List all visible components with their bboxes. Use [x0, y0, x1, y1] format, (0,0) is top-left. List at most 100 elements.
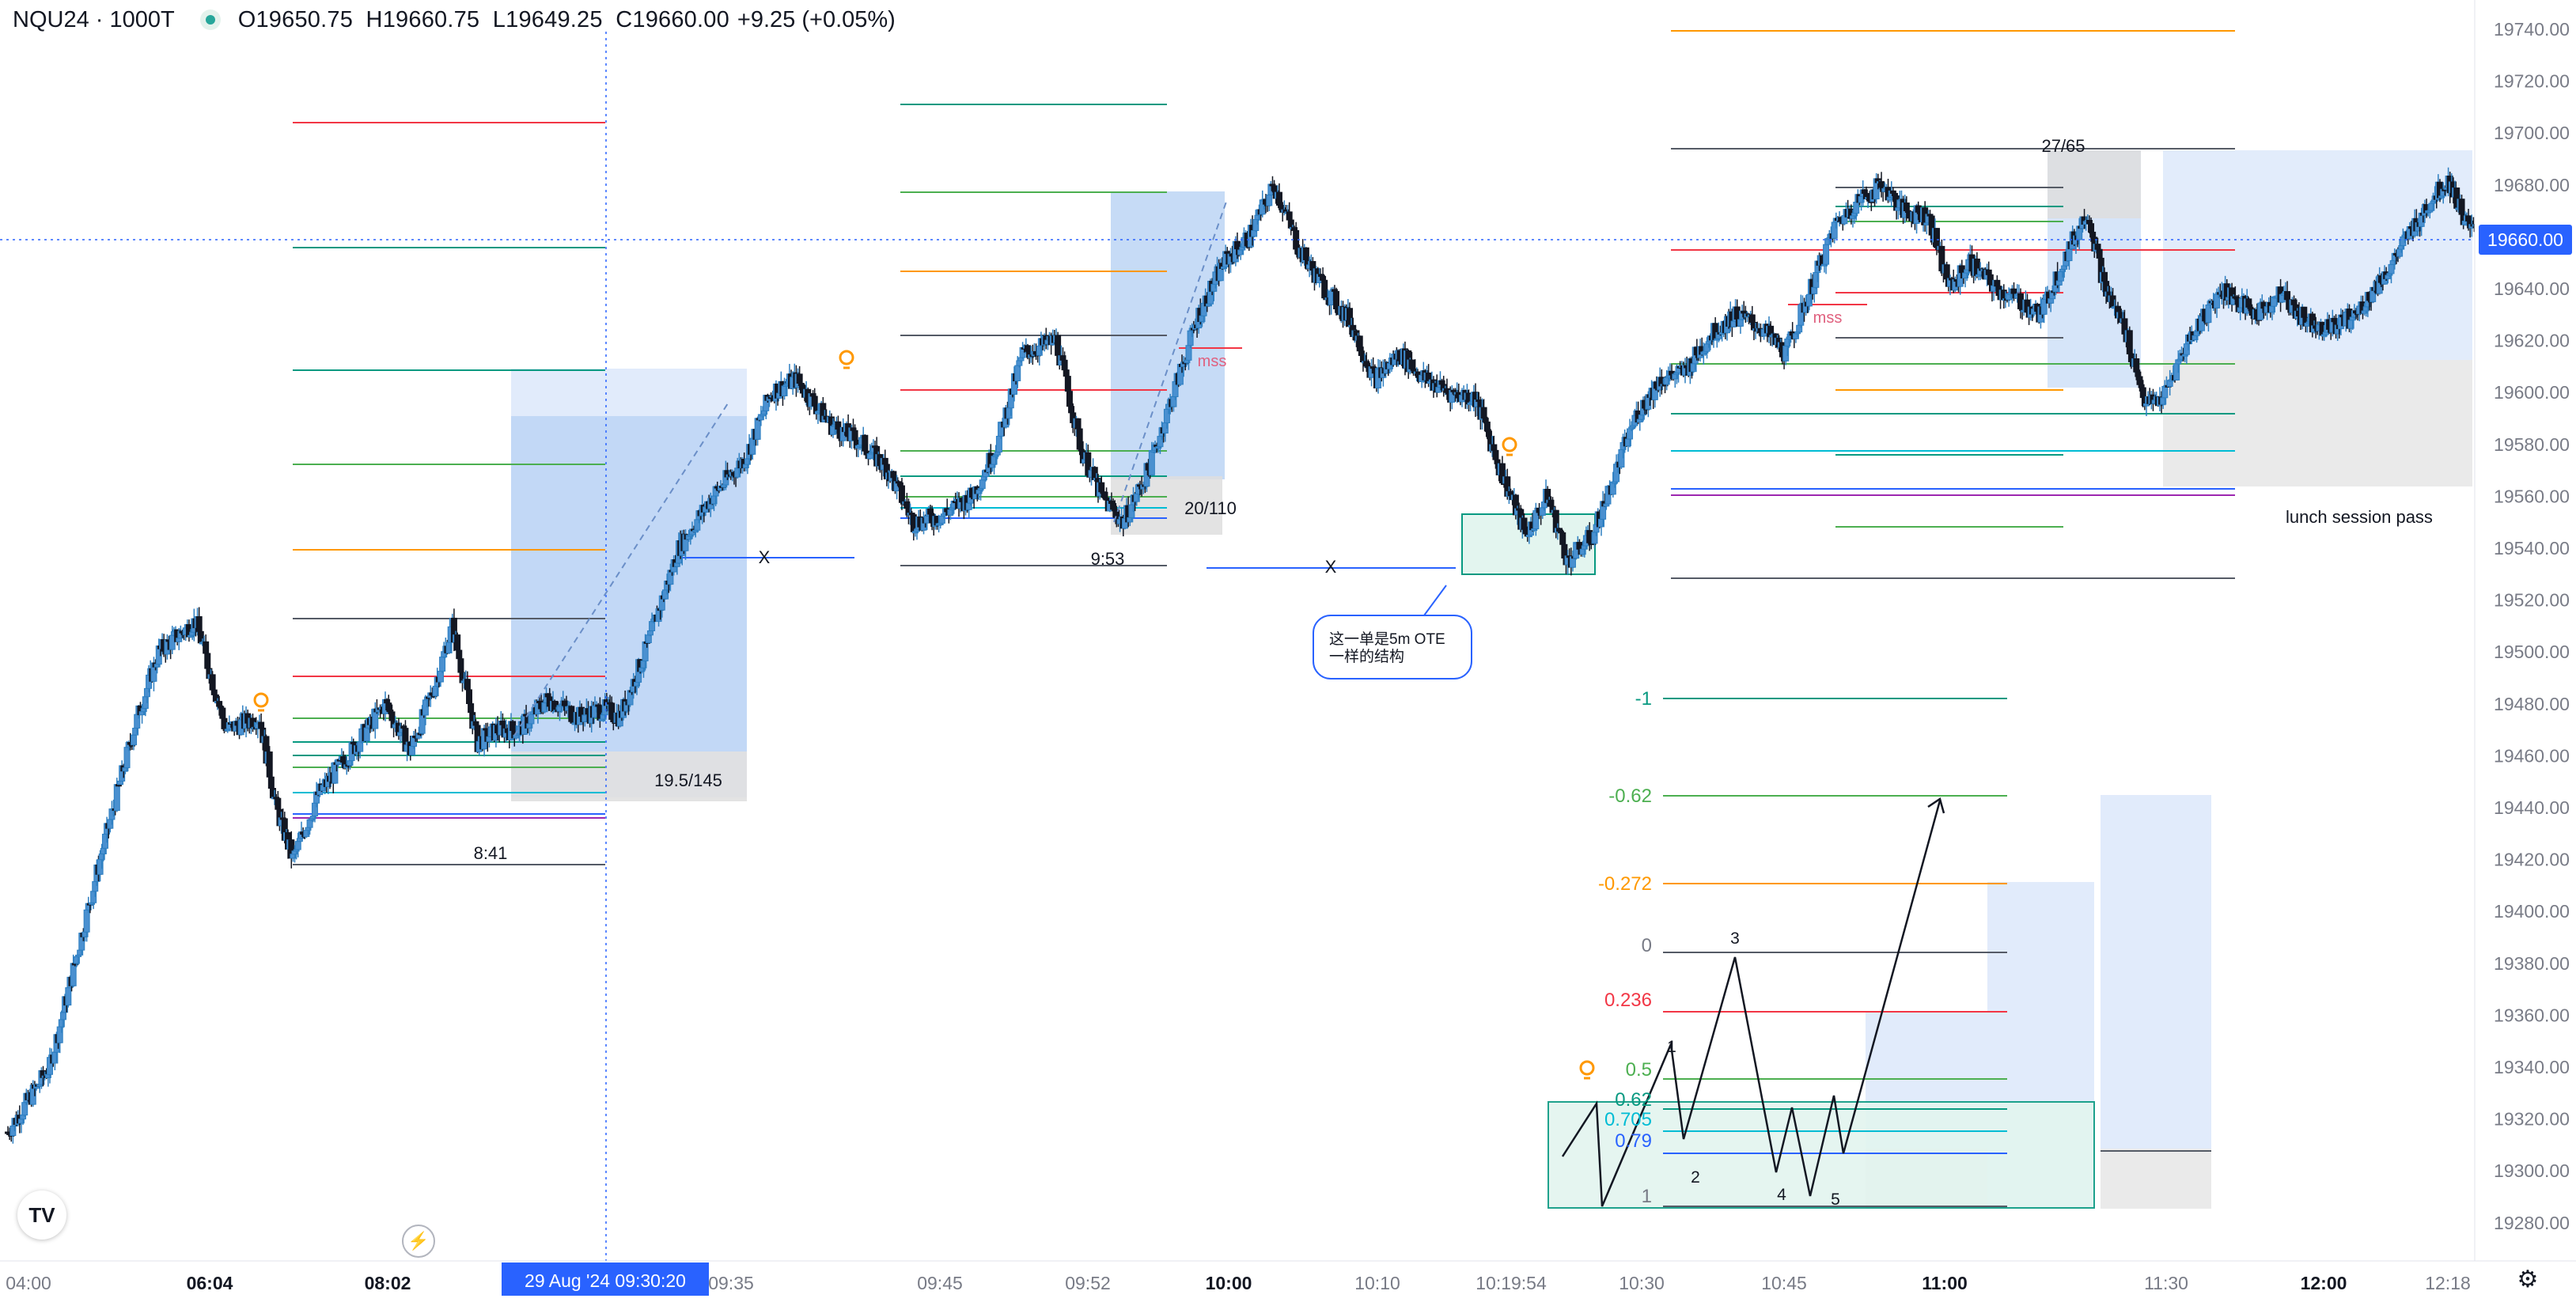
- high-label: H: [366, 6, 383, 32]
- label-x-2: X: [1325, 557, 1337, 577]
- fib-label: 0.236: [1604, 990, 1652, 1011]
- grey-zone-3: [2048, 150, 2141, 218]
- lightning-icon[interactable]: ⚡: [402, 1225, 435, 1258]
- high-value: 19660.75: [382, 6, 480, 32]
- price-tick: 19720.00: [2494, 71, 2570, 92]
- candle-body: [59, 1012, 66, 1020]
- price-tick: 19680.00: [2494, 175, 2570, 195]
- time-tick: 10:30: [1619, 1273, 1665, 1293]
- lightbulb-icon: [253, 692, 269, 708]
- price-tick: 19700.00: [2494, 123, 2570, 143]
- candle-body: [209, 674, 216, 691]
- label-time-953: 9:53: [1091, 549, 1125, 569]
- time-tick: 11:30: [2144, 1273, 2188, 1293]
- candle-body: [363, 727, 370, 742]
- candle-body: [117, 780, 124, 785]
- wave-label: 4: [1777, 1186, 1786, 1204]
- time-tick: 09:52: [1065, 1273, 1111, 1293]
- time-tick: 06:04: [187, 1273, 233, 1293]
- fib-label: -0.272: [1598, 873, 1652, 895]
- candle-body: [2458, 199, 2465, 215]
- fib-label: 0.705: [1604, 1109, 1652, 1130]
- candle-body: [1271, 185, 1278, 191]
- fib-label: 0.79: [1615, 1130, 1652, 1152]
- current-price-tag: [2479, 225, 2572, 255]
- candle-body: [510, 721, 517, 732]
- grey-zone-4: [2163, 360, 2472, 486]
- price-tick: 19480.00: [2494, 694, 2570, 714]
- callout-bubble: [1313, 615, 1472, 679]
- time-tick: 09:45: [917, 1273, 963, 1293]
- wave-label: 1: [1667, 1038, 1676, 1056]
- candle-body: [1014, 365, 1021, 381]
- market-status-icon: [199, 9, 221, 30]
- label-lunch-session: lunch session pass: [2286, 507, 2433, 527]
- time-tick: 11:00: [1922, 1273, 1968, 1293]
- zone-boxes: [511, 150, 2472, 1209]
- open-value: 19650.75: [256, 6, 354, 32]
- symbol-title[interactable]: NQU24 · 1000T: [13, 6, 175, 32]
- price-tick: 19620.00: [2494, 331, 2570, 351]
- candle-body: [528, 714, 535, 725]
- price-tick: 19360.00: [2494, 1005, 2570, 1025]
- price-tick: 19340.00: [2494, 1057, 2570, 1077]
- trend-dashed-2: [1113, 201, 1227, 523]
- price-tick: 19300.00: [2494, 1160, 2570, 1181]
- price-tick: 19420.00: [2494, 850, 2570, 870]
- open-label: O: [237, 6, 256, 32]
- candle-body: [866, 453, 873, 460]
- price-axis-bg: [2475, 0, 2576, 1261]
- proj-grey-2: [2101, 1149, 2211, 1209]
- price-tick: 19520.00: [2494, 590, 2570, 611]
- time-tick: 08:02: [365, 1273, 411, 1293]
- candle-body: [645, 634, 652, 644]
- time-tick: 10:00: [1206, 1273, 1252, 1293]
- price-tick: 19500.00: [2494, 642, 2570, 662]
- candle-body: [131, 734, 137, 746]
- label-ratio-195: 19.5/145: [654, 770, 722, 790]
- lightbulb-icon: [1579, 1060, 1595, 1076]
- price-tick: 19540.00: [2494, 538, 2570, 558]
- low-value: 19649.25: [506, 6, 603, 32]
- label-mss-1: mss: [1198, 353, 1227, 370]
- candle-body: [266, 751, 273, 778]
- candle-body: [113, 784, 120, 812]
- candle-body: [468, 703, 475, 714]
- symbol-header: NQU24 · 1000T O19650.75 H19660.75 L19649…: [0, 0, 896, 40]
- label-ratio-2765: 27/65: [2041, 136, 2085, 156]
- candle-body: [203, 641, 210, 654]
- candle-body: [754, 418, 761, 440]
- candle-body: [83, 909, 90, 933]
- wave-label: 5: [1831, 1191, 1840, 1209]
- time-tick: 12:00: [2301, 1273, 2347, 1293]
- fib-label: -0.62: [1608, 785, 1652, 807]
- cursor-time-tag: [502, 1262, 709, 1296]
- time-axis-bg: [0, 1261, 2576, 1302]
- callout-text-2: 一样的结构: [1329, 648, 1404, 665]
- gear-icon[interactable]: ⚙: [2517, 1266, 2539, 1293]
- price-tick: 19400.00: [2494, 901, 2570, 922]
- close-label: C: [616, 6, 633, 32]
- candle-body: [2055, 280, 2063, 286]
- candle-body: [646, 630, 653, 636]
- candle-body: [2161, 385, 2169, 399]
- candle-body: [979, 479, 986, 490]
- wave-path: [1561, 800, 1941, 1207]
- tradingview-logo-icon[interactable]: TV: [17, 1191, 66, 1240]
- candle-body: [1823, 244, 1830, 265]
- candle-body: [65, 987, 72, 1006]
- candle-body: [1148, 450, 1155, 475]
- proj-zone-3: [2101, 795, 2211, 1149]
- level-lines: [293, 30, 2235, 1207]
- wave-label: 3: [1730, 929, 1740, 948]
- candle-body: [2388, 263, 2395, 274]
- close-value: 19660.00: [632, 6, 729, 32]
- lightbulb-icon: [839, 350, 854, 365]
- time-tick: 04:00: [6, 1273, 51, 1293]
- price-tick: 19280.00: [2494, 1213, 2570, 1233]
- fib-label: 0.62: [1615, 1089, 1652, 1111]
- fib-label: 0: [1642, 935, 1652, 956]
